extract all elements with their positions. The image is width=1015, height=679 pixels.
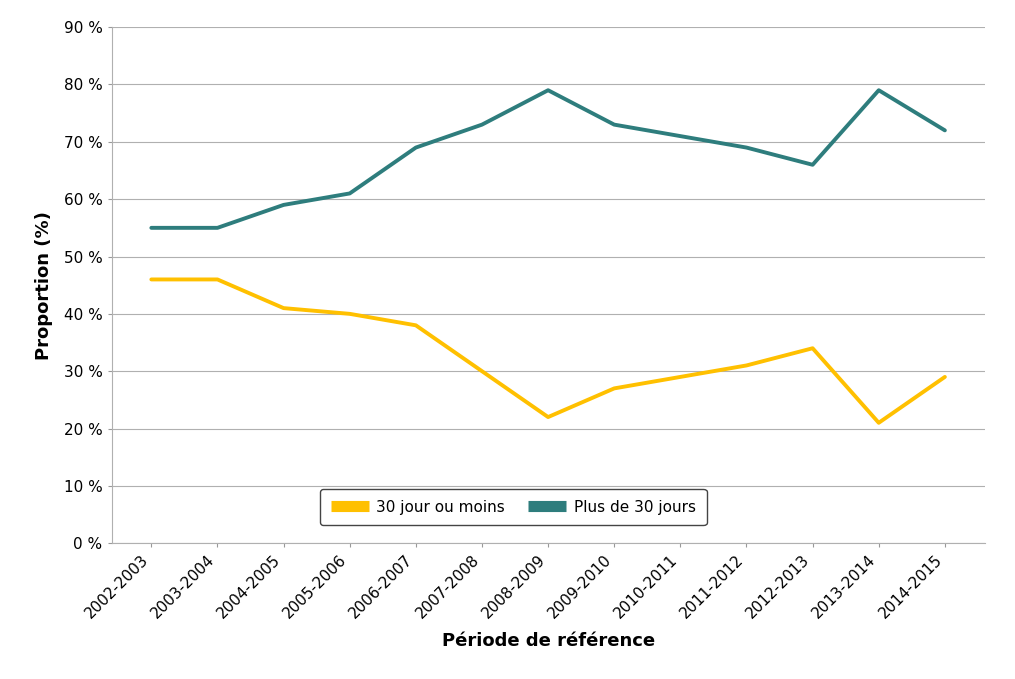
Plus de 30 jours: [674, 132, 686, 140]
Plus de 30 jours: [211, 224, 223, 232]
Plus de 30 jours: [542, 86, 554, 94]
30 jour ou moins: [807, 344, 819, 352]
Line: Plus de 30 jours: Plus de 30 jours: [151, 90, 945, 228]
Line: 30 jour ou moins: 30 jour ou moins: [151, 280, 945, 423]
X-axis label: Période de référence: Période de référence: [442, 632, 655, 650]
30 jour ou moins: [542, 413, 554, 421]
30 jour ou moins: [211, 276, 223, 284]
Plus de 30 jours: [344, 189, 356, 198]
30 jour ou moins: [277, 304, 289, 312]
30 jour ou moins: [674, 373, 686, 381]
Plus de 30 jours: [807, 161, 819, 169]
Legend: 30 jour ou moins, Plus de 30 jours: 30 jour ou moins, Plus de 30 jours: [320, 489, 706, 526]
30 jour ou moins: [740, 361, 752, 369]
30 jour ou moins: [873, 419, 885, 427]
30 jour ou moins: [476, 367, 488, 375]
Plus de 30 jours: [873, 86, 885, 94]
Plus de 30 jours: [145, 224, 157, 232]
30 jour ou moins: [145, 276, 157, 284]
Plus de 30 jours: [608, 121, 620, 129]
Plus de 30 jours: [410, 143, 422, 151]
Plus de 30 jours: [476, 121, 488, 129]
30 jour ou moins: [344, 310, 356, 318]
30 jour ou moins: [939, 373, 951, 381]
Y-axis label: Proportion (%): Proportion (%): [35, 210, 53, 360]
30 jour ou moins: [410, 321, 422, 329]
Plus de 30 jours: [740, 143, 752, 151]
30 jour ou moins: [608, 384, 620, 392]
Plus de 30 jours: [939, 126, 951, 134]
Plus de 30 jours: [277, 201, 289, 209]
